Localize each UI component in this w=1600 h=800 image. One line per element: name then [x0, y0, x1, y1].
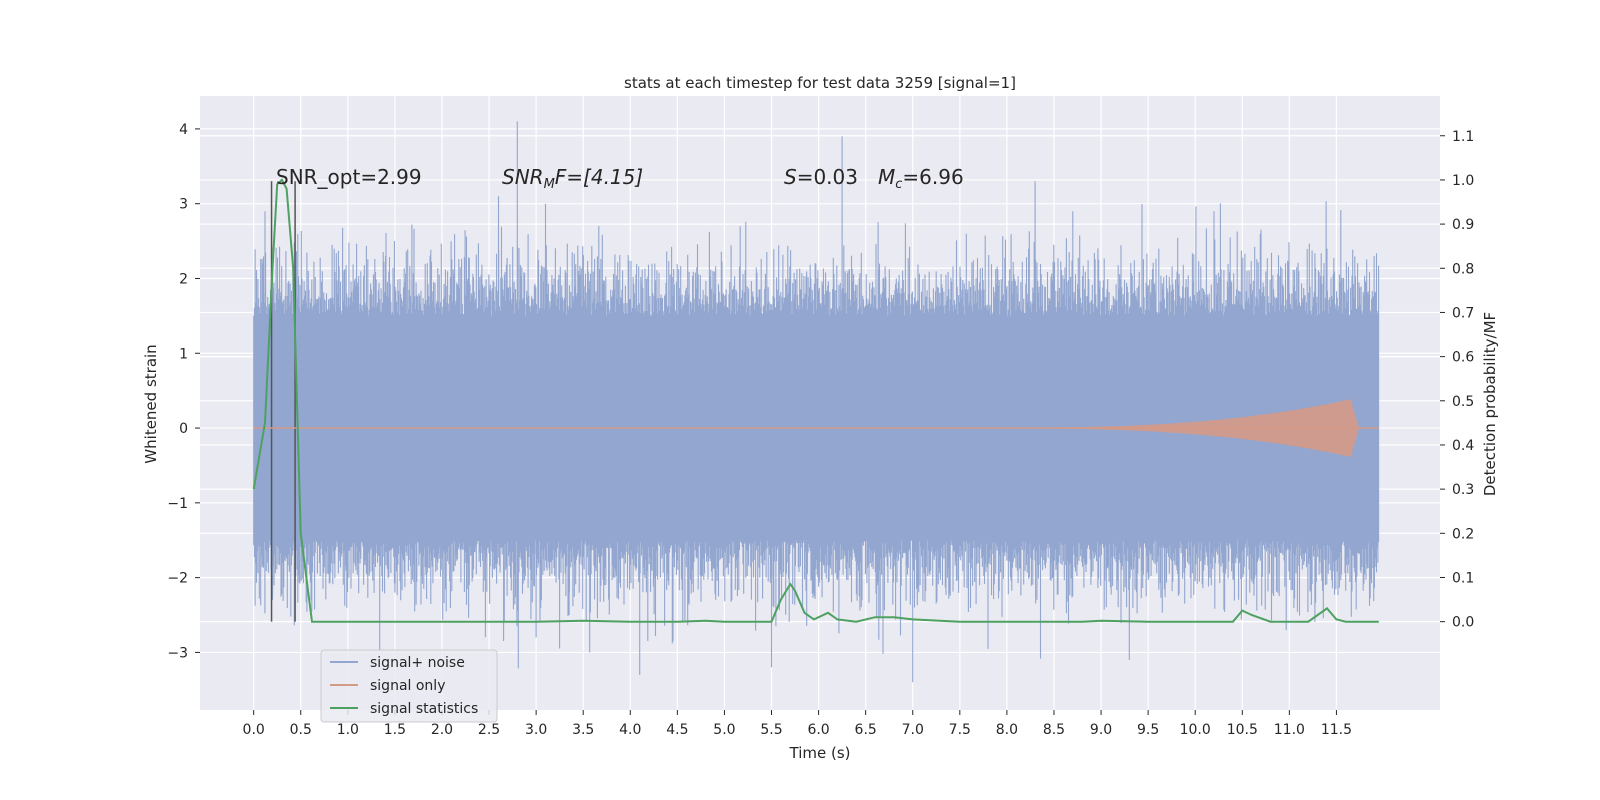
y-tick-label: −1 — [167, 496, 188, 512]
x-tick-label: 5.0 — [713, 722, 735, 738]
y-right-tick-label: 0.4 — [1452, 438, 1474, 454]
x-tick-label: 4.0 — [619, 722, 641, 738]
legend: signal+ noise signal only signal statist… — [320, 649, 498, 723]
x-tick-label: 8.0 — [996, 722, 1018, 738]
y-tick-label: 2 — [179, 271, 188, 287]
y-right-tick-label: 0.5 — [1452, 394, 1474, 410]
legend-label-signal-noise: signal+ noise — [370, 655, 465, 671]
annotation-snr-mf: SNRMF=[4.15] — [502, 165, 643, 192]
y-tick-label: −3 — [167, 645, 188, 661]
x-tick-label: 0.0 — [243, 722, 265, 738]
x-tick-label: 10.0 — [1180, 722, 1211, 738]
x-axis-label: Time (s) — [789, 744, 851, 762]
x-tick-label: 1.5 — [384, 722, 406, 738]
y-tick-label: 4 — [179, 122, 188, 138]
annotation-s: S=0.03 — [784, 165, 858, 189]
series-signal-only-envelope — [959, 399, 1359, 457]
x-tick-label: 4.5 — [666, 722, 688, 738]
x-tick-label: 10.5 — [1227, 722, 1258, 738]
annotation-mc: Mc=6.96 — [878, 165, 964, 192]
x-tick-label: 0.5 — [290, 722, 312, 738]
y-right-tick-label: 0.0 — [1452, 615, 1474, 631]
y-axis-ticks: 4 3 2 1 0 −1 −2 −3 — [167, 122, 200, 661]
chart-title: stats at each timestep for test data 325… — [624, 74, 1016, 92]
x-tick-label: 2.0 — [431, 722, 453, 738]
y-right-tick-label: 0.3 — [1452, 482, 1474, 498]
annotation-snr-opt: SNR_opt=2.99 — [276, 165, 422, 189]
y-right-tick-label: 0.6 — [1452, 350, 1474, 366]
series-signal-statistics-line — [252, 178, 1379, 623]
x-tick-label: 6.5 — [855, 722, 877, 738]
legend-box — [320, 649, 498, 723]
x-tick-label: 8.5 — [1043, 722, 1065, 738]
x-tick-label: 6.0 — [807, 722, 829, 738]
x-tick-label: 7.0 — [902, 722, 924, 738]
y-tick-label: 1 — [179, 346, 188, 362]
legend-label-signal-only: signal only — [370, 678, 445, 694]
x-tick-label: 2.5 — [478, 722, 500, 738]
x-tick-label: 7.5 — [949, 722, 971, 738]
y-tick-label: 3 — [179, 197, 188, 213]
x-tick-label: 11.5 — [1321, 722, 1352, 738]
x-tick-label: 11.0 — [1274, 722, 1305, 738]
legend-label-signal-statistics: signal statistics — [370, 701, 478, 717]
y-right-tick-label: 1.1 — [1452, 129, 1474, 145]
y-right-tick-label: 0.2 — [1452, 526, 1474, 542]
y-tick-label: −2 — [167, 571, 188, 587]
y-right-tick-label: 0.1 — [1452, 570, 1474, 586]
y-right-tick-label: 0.7 — [1452, 305, 1474, 321]
y-right-tick-label: 0.8 — [1452, 261, 1474, 277]
x-tick-label: 1.0 — [337, 722, 359, 738]
x-axis-ticks: 0.0 0.5 1.0 1.5 2.0 2.5 3.0 3.5 4.0 4.5 5.0 5.5 6.0 6… — [243, 710, 1352, 738]
x-tick-label: 3.5 — [572, 722, 594, 738]
x-tick-label: 9.0 — [1090, 722, 1112, 738]
x-tick-label: 3.0 — [525, 722, 547, 738]
y-axis-label: Whitened strain — [142, 344, 160, 463]
y-right-axis-label: Detection probability/MF — [1481, 312, 1499, 496]
x-tick-label: 5.5 — [760, 722, 782, 738]
y-right-tick-label: 1.0 — [1452, 173, 1474, 189]
y-right-axis-ticks: 1.1 1.0 0.9 0.8 0.7 0.6 0.5 0.4 0.3 0.2 0.1 0.0 — [1440, 129, 1474, 631]
x-tick-label: 9.5 — [1137, 722, 1159, 738]
y-right-tick-label: 0.9 — [1452, 217, 1474, 233]
y-tick-label: 0 — [179, 421, 188, 437]
